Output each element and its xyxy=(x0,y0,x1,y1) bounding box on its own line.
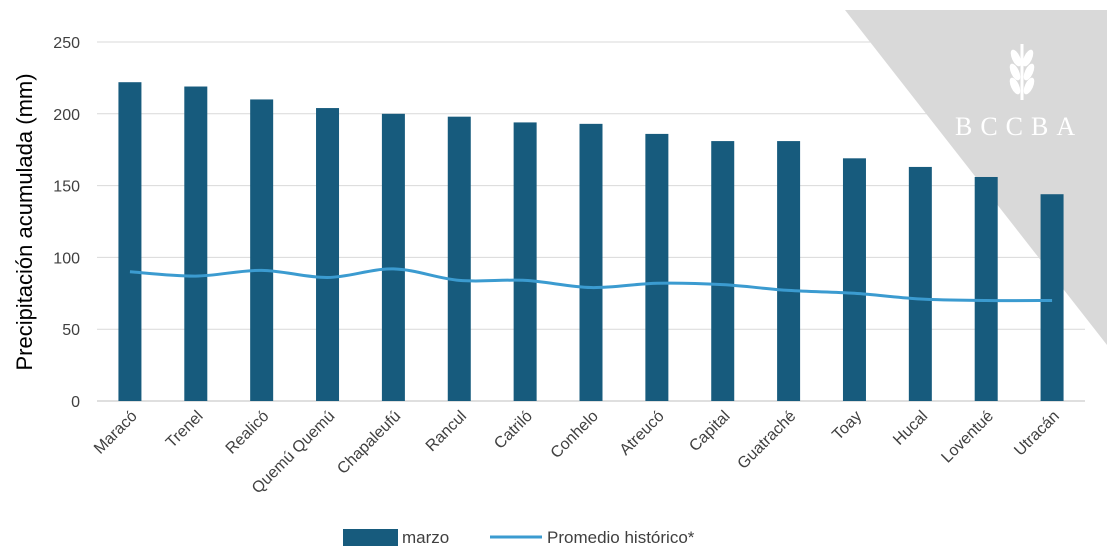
x-tick-label: Catriló xyxy=(491,408,536,453)
x-tick-label: Guatraché xyxy=(735,408,800,473)
bar xyxy=(974,176,998,401)
y-axis-ticks: 0 50 100 150 200 250 xyxy=(53,35,80,411)
y-tick-label: 150 xyxy=(53,179,80,196)
bar xyxy=(645,133,669,402)
y-tick-label: 200 xyxy=(53,107,80,124)
bar xyxy=(316,108,340,401)
y-tick-label: 100 xyxy=(53,250,80,267)
y-tick-label: 250 xyxy=(53,35,80,52)
bar xyxy=(513,122,537,401)
line-promedio xyxy=(129,267,1053,303)
bar xyxy=(711,141,735,402)
bar xyxy=(184,86,208,402)
bar xyxy=(447,116,471,401)
line-promedio-historico xyxy=(129,267,1053,303)
bar xyxy=(777,141,801,402)
x-tick-label: Rancul xyxy=(423,408,470,455)
legend-swatch-marzo xyxy=(343,529,398,546)
x-tick-label: Realicó xyxy=(223,408,273,458)
wheat-icon xyxy=(1009,44,1035,100)
x-tick-label: Trenel xyxy=(163,408,207,452)
bar xyxy=(118,82,142,401)
x-tick-label: Utracán xyxy=(1011,408,1063,460)
watermark-text: BCCBA xyxy=(955,112,1083,141)
x-tick-label: Hucal xyxy=(890,408,931,449)
legend-label-marzo: marzo xyxy=(402,528,449,547)
x-tick-label: Atreucó xyxy=(617,408,668,459)
bar xyxy=(381,113,405,402)
x-tick-label: Conhelo xyxy=(548,408,602,462)
bar xyxy=(250,99,274,401)
x-tick-label: Maracó xyxy=(91,408,141,458)
y-tick-label: 0 xyxy=(71,394,80,411)
y-axis-label: Precipitación acumulada (mm) xyxy=(12,73,37,370)
x-tick-label: Capital xyxy=(686,408,733,455)
legend-label-promedio: Promedio histórico* xyxy=(547,528,695,547)
bar xyxy=(908,166,932,401)
bar xyxy=(1040,194,1064,401)
x-tick-label: Loventué xyxy=(938,408,997,467)
legend: marzo Promedio histórico* xyxy=(343,528,695,547)
x-tick-label: Toay xyxy=(829,408,865,444)
bars-marzo xyxy=(118,82,1064,402)
x-tick-label: Chapaleufú xyxy=(334,408,404,478)
bar xyxy=(579,123,603,402)
y-tick-label: 50 xyxy=(62,322,80,339)
bar xyxy=(842,158,866,401)
